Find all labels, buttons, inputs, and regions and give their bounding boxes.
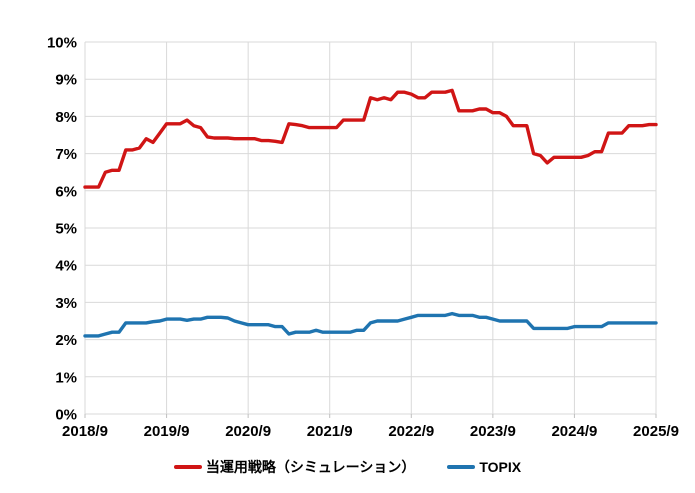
x-axis-label: 2023/9 [470, 423, 516, 440]
series-line-strategy [83, 88, 658, 189]
y-axis-label: 6% [55, 183, 77, 200]
x-axis-label: 2025/9 [633, 423, 679, 440]
legend-item-strategy: 当運用戦略（シミュレーション） [173, 457, 416, 477]
y-axis-label: 5% [55, 221, 77, 238]
y-axis-label: 10% [47, 35, 77, 52]
x-axis-label: 2021/9 [307, 423, 353, 440]
y-axis-label: 7% [55, 146, 77, 163]
x-axis-label: 2024/9 [551, 423, 597, 440]
y-axis-label: 4% [55, 258, 77, 275]
x-axis-label: 2018/9 [62, 423, 108, 440]
y-axis-label: 2% [55, 332, 77, 349]
y-axis-label: 8% [55, 109, 77, 126]
y-axis-label: 1% [55, 369, 77, 386]
series-line-topix [83, 311, 658, 338]
legend-label-strategy: 当運用戦略（シミュレーション） [205, 459, 416, 475]
legend: 当運用戦略（シミュレーション） TOPIX [0, 452, 695, 482]
legend-line-sample-red [173, 465, 202, 469]
y-axis-label: 9% [55, 72, 77, 89]
x-axis-label: 2020/9 [225, 423, 271, 440]
legend-item-topix: TOPIX [447, 459, 521, 475]
y-axis-label: 0% [55, 407, 77, 424]
x-axis-label: 2022/9 [388, 423, 434, 440]
x-axis-label: 2019/9 [144, 423, 190, 440]
y-axis-label: 3% [55, 295, 77, 312]
legend-line-sample-blue [447, 465, 476, 469]
legend-label-topix: TOPIX [479, 459, 522, 475]
